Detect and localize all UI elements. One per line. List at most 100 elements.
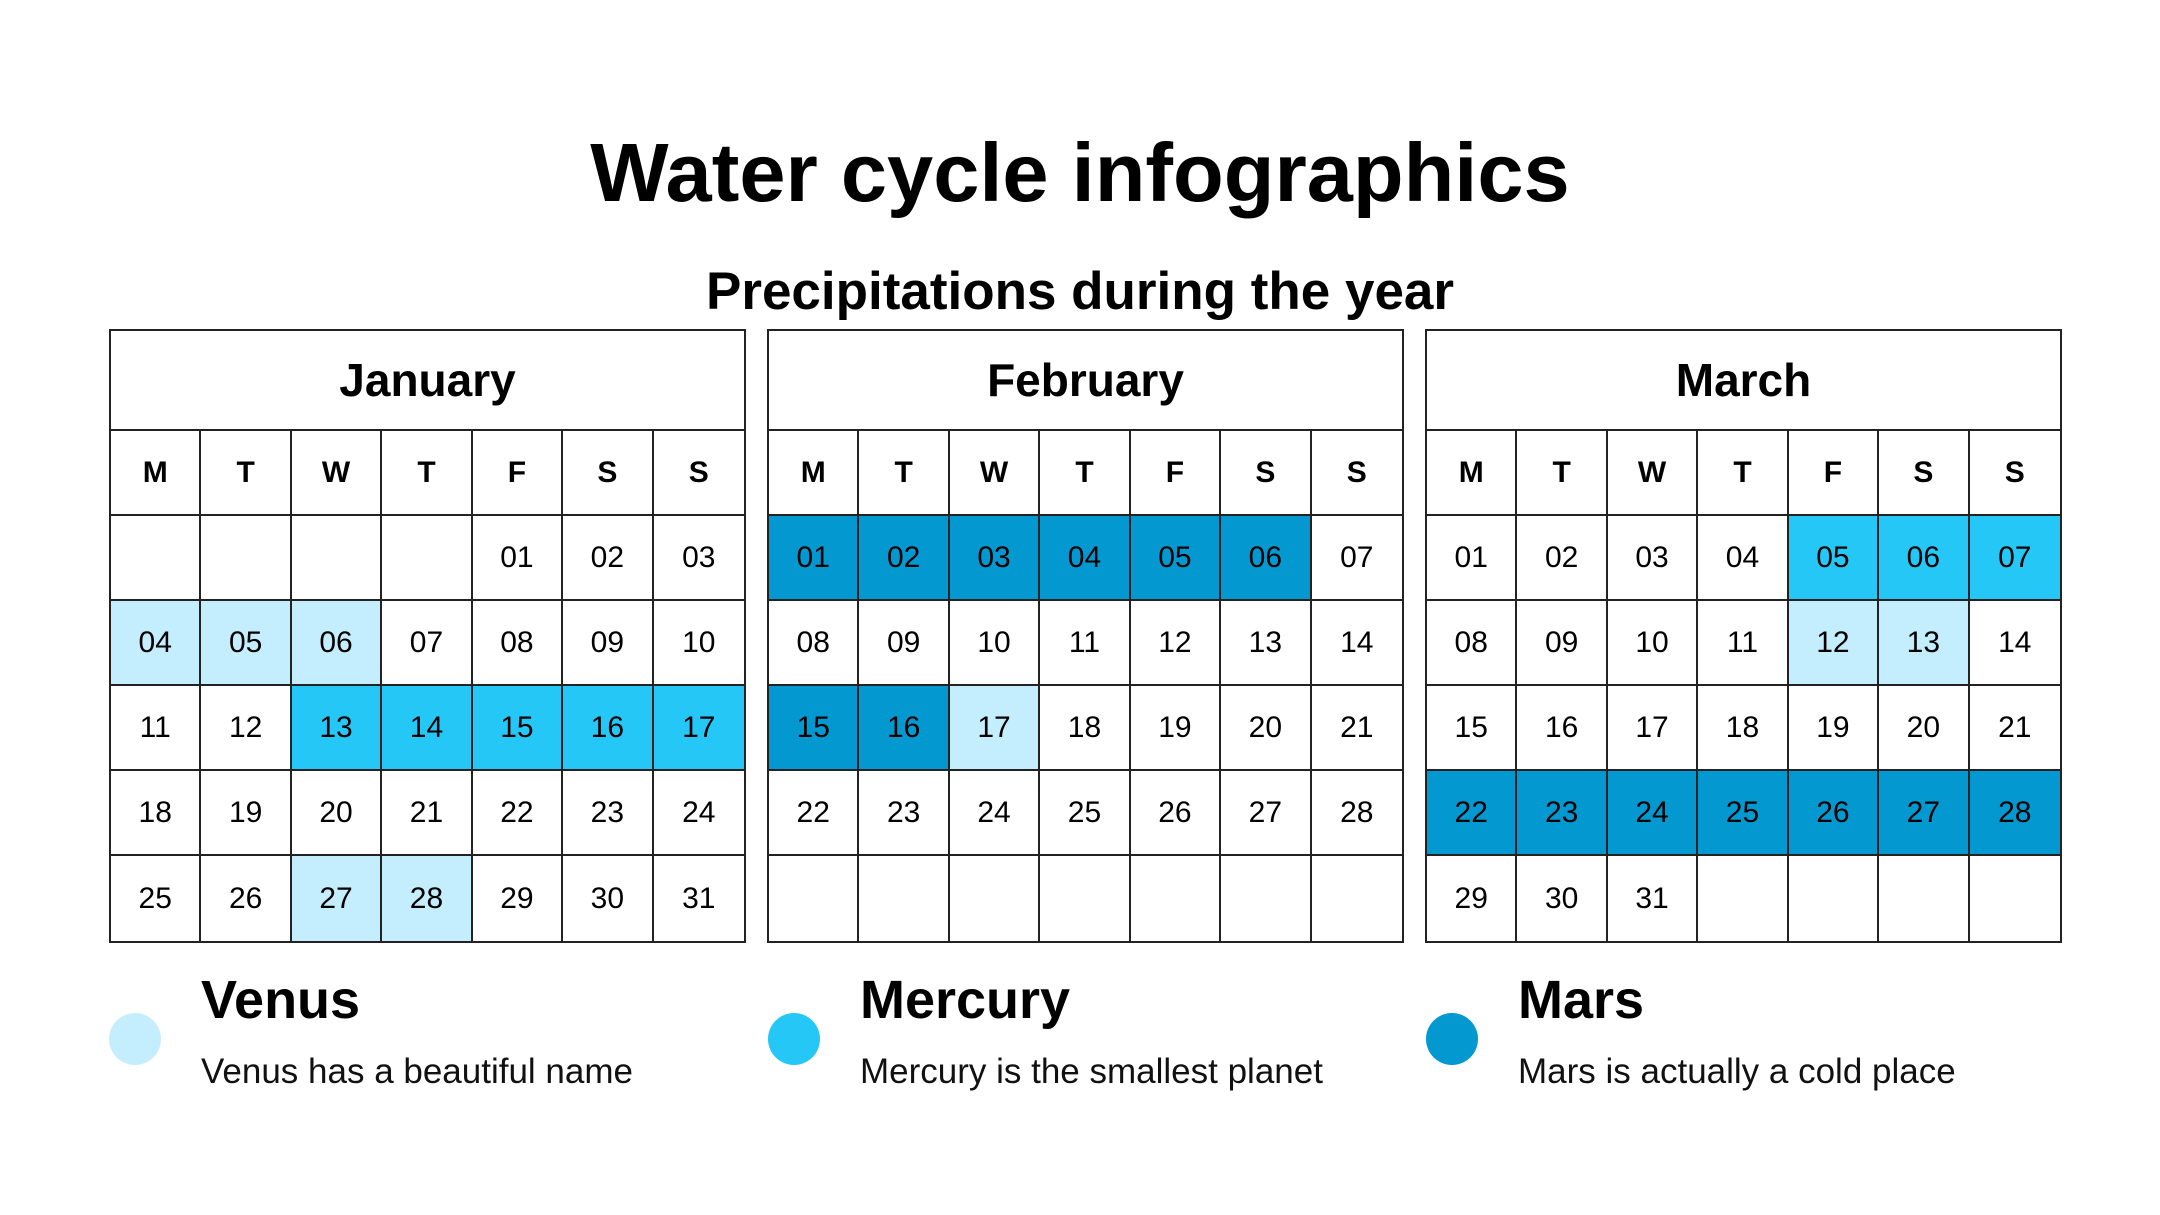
month-title: January (111, 331, 744, 431)
calendar-grid: M T W T F S S 01 02 03 04 05 06 07 08 09 10 11 12 13 14 15 16 1… (111, 431, 744, 941)
weekday-header: M (111, 431, 202, 516)
legend-mars: Mars Mars is actually a cold place (1426, 968, 2046, 1108)
weekday-header: T (1040, 431, 1131, 516)
day-cell: 07 (1969, 516, 2060, 601)
empty-day-cell (1879, 856, 1970, 941)
weekday-header: M (1427, 431, 1518, 516)
day-cell: 27 (291, 856, 383, 941)
day-cell: 29 (1427, 856, 1518, 941)
weekday-header: T (201, 431, 292, 516)
day-cell: 06 (1879, 516, 1970, 601)
day-cell: 17 (949, 686, 1041, 771)
day-cell: 20 (1221, 686, 1312, 771)
day-cell: 13 (291, 686, 383, 771)
day-cell: 13 (1879, 601, 1970, 686)
empty-day-cell (1788, 856, 1880, 941)
legend-description: Mars is actually a cold place (1518, 1052, 1956, 1091)
day-cell: 17 (1607, 686, 1699, 771)
day-cell: 25 (1040, 771, 1131, 856)
day-cell: 16 (563, 686, 654, 771)
month-title: February (769, 331, 1402, 431)
empty-day-cell (201, 516, 292, 601)
day-cell: 28 (382, 856, 473, 941)
empty-day-cell (111, 516, 202, 601)
empty-day-cell (1698, 856, 1789, 941)
day-cell: 16 (1517, 686, 1608, 771)
weekday-header: S (563, 431, 654, 516)
day-cell: 31 (653, 856, 744, 941)
legend-title: Mercury (860, 970, 1071, 1030)
day-cell: 14 (1969, 601, 2060, 686)
day-cell: 20 (1879, 686, 1970, 771)
day-cell: 12 (201, 686, 292, 771)
day-cell: 15 (472, 686, 564, 771)
day-cell: 08 (472, 601, 564, 686)
day-cell: 17 (653, 686, 744, 771)
day-cell: 23 (563, 771, 654, 856)
weekday-header: S (1969, 431, 2060, 516)
day-cell: 24 (653, 771, 744, 856)
day-cell: 26 (1130, 771, 1222, 856)
legend-description: Mercury is the smallest planet (860, 1052, 1323, 1091)
weekday-header: T (382, 431, 473, 516)
empty-day-cell (1040, 856, 1131, 941)
day-cell: 25 (1698, 771, 1789, 856)
day-cell: 21 (382, 771, 473, 856)
day-cell: 24 (949, 771, 1041, 856)
day-cell: 18 (1698, 686, 1789, 771)
day-cell: 03 (653, 516, 744, 601)
day-cell: 12 (1130, 601, 1222, 686)
day-cell: 09 (859, 601, 950, 686)
day-cell: 21 (1969, 686, 2060, 771)
weekday-header: S (1221, 431, 1312, 516)
day-cell: 21 (1311, 686, 1402, 771)
day-cell: 19 (1788, 686, 1880, 771)
day-cell: 05 (1788, 516, 1880, 601)
day-cell: 15 (769, 686, 860, 771)
day-cell: 16 (859, 686, 950, 771)
day-cell: 06 (1221, 516, 1312, 601)
mercury-color-dot (768, 1013, 820, 1065)
day-cell: 28 (1311, 771, 1402, 856)
weekday-header: F (1788, 431, 1880, 516)
empty-day-cell (382, 516, 473, 601)
empty-day-cell (769, 856, 860, 941)
day-cell: 15 (1427, 686, 1518, 771)
empty-day-cell (1221, 856, 1312, 941)
day-cell: 09 (563, 601, 654, 686)
empty-day-cell (1130, 856, 1222, 941)
day-cell: 03 (949, 516, 1041, 601)
venus-color-dot (109, 1013, 161, 1065)
weekday-header: W (949, 431, 1041, 516)
day-cell: 11 (1698, 601, 1789, 686)
weekday-header: F (1130, 431, 1222, 516)
day-cell: 02 (563, 516, 654, 601)
empty-day-cell (1311, 856, 1402, 941)
day-cell: 19 (1130, 686, 1222, 771)
weekday-header: S (1879, 431, 1970, 516)
day-cell: 18 (111, 771, 202, 856)
day-cell: 25 (111, 856, 202, 941)
day-cell: 01 (1427, 516, 1518, 601)
day-cell: 08 (769, 601, 860, 686)
day-cell: 08 (1427, 601, 1518, 686)
weekday-header: W (291, 431, 383, 516)
empty-day-cell (859, 856, 950, 941)
day-cell: 04 (111, 601, 202, 686)
calendar-january: January M T W T F S S 01 02 03 04 05 06 07 08 09 10 11 12 1… (109, 329, 746, 943)
day-cell: 29 (472, 856, 564, 941)
day-cell: 19 (201, 771, 292, 856)
calendar-grid: M T W T F S S 01 02 03 04 05 06 07 08 09 10 11 12 13 14 15 16 1… (769, 431, 1402, 941)
day-cell: 24 (1607, 771, 1699, 856)
month-title: March (1427, 331, 2060, 431)
empty-day-cell (949, 856, 1041, 941)
weekday-header: M (769, 431, 860, 516)
day-cell: 30 (563, 856, 654, 941)
day-cell: 27 (1221, 771, 1312, 856)
day-cell: 26 (201, 856, 292, 941)
day-cell: 10 (949, 601, 1041, 686)
day-cell: 30 (1517, 856, 1608, 941)
day-cell: 05 (201, 601, 292, 686)
day-cell: 05 (1130, 516, 1222, 601)
legend-title: Venus (201, 970, 361, 1030)
